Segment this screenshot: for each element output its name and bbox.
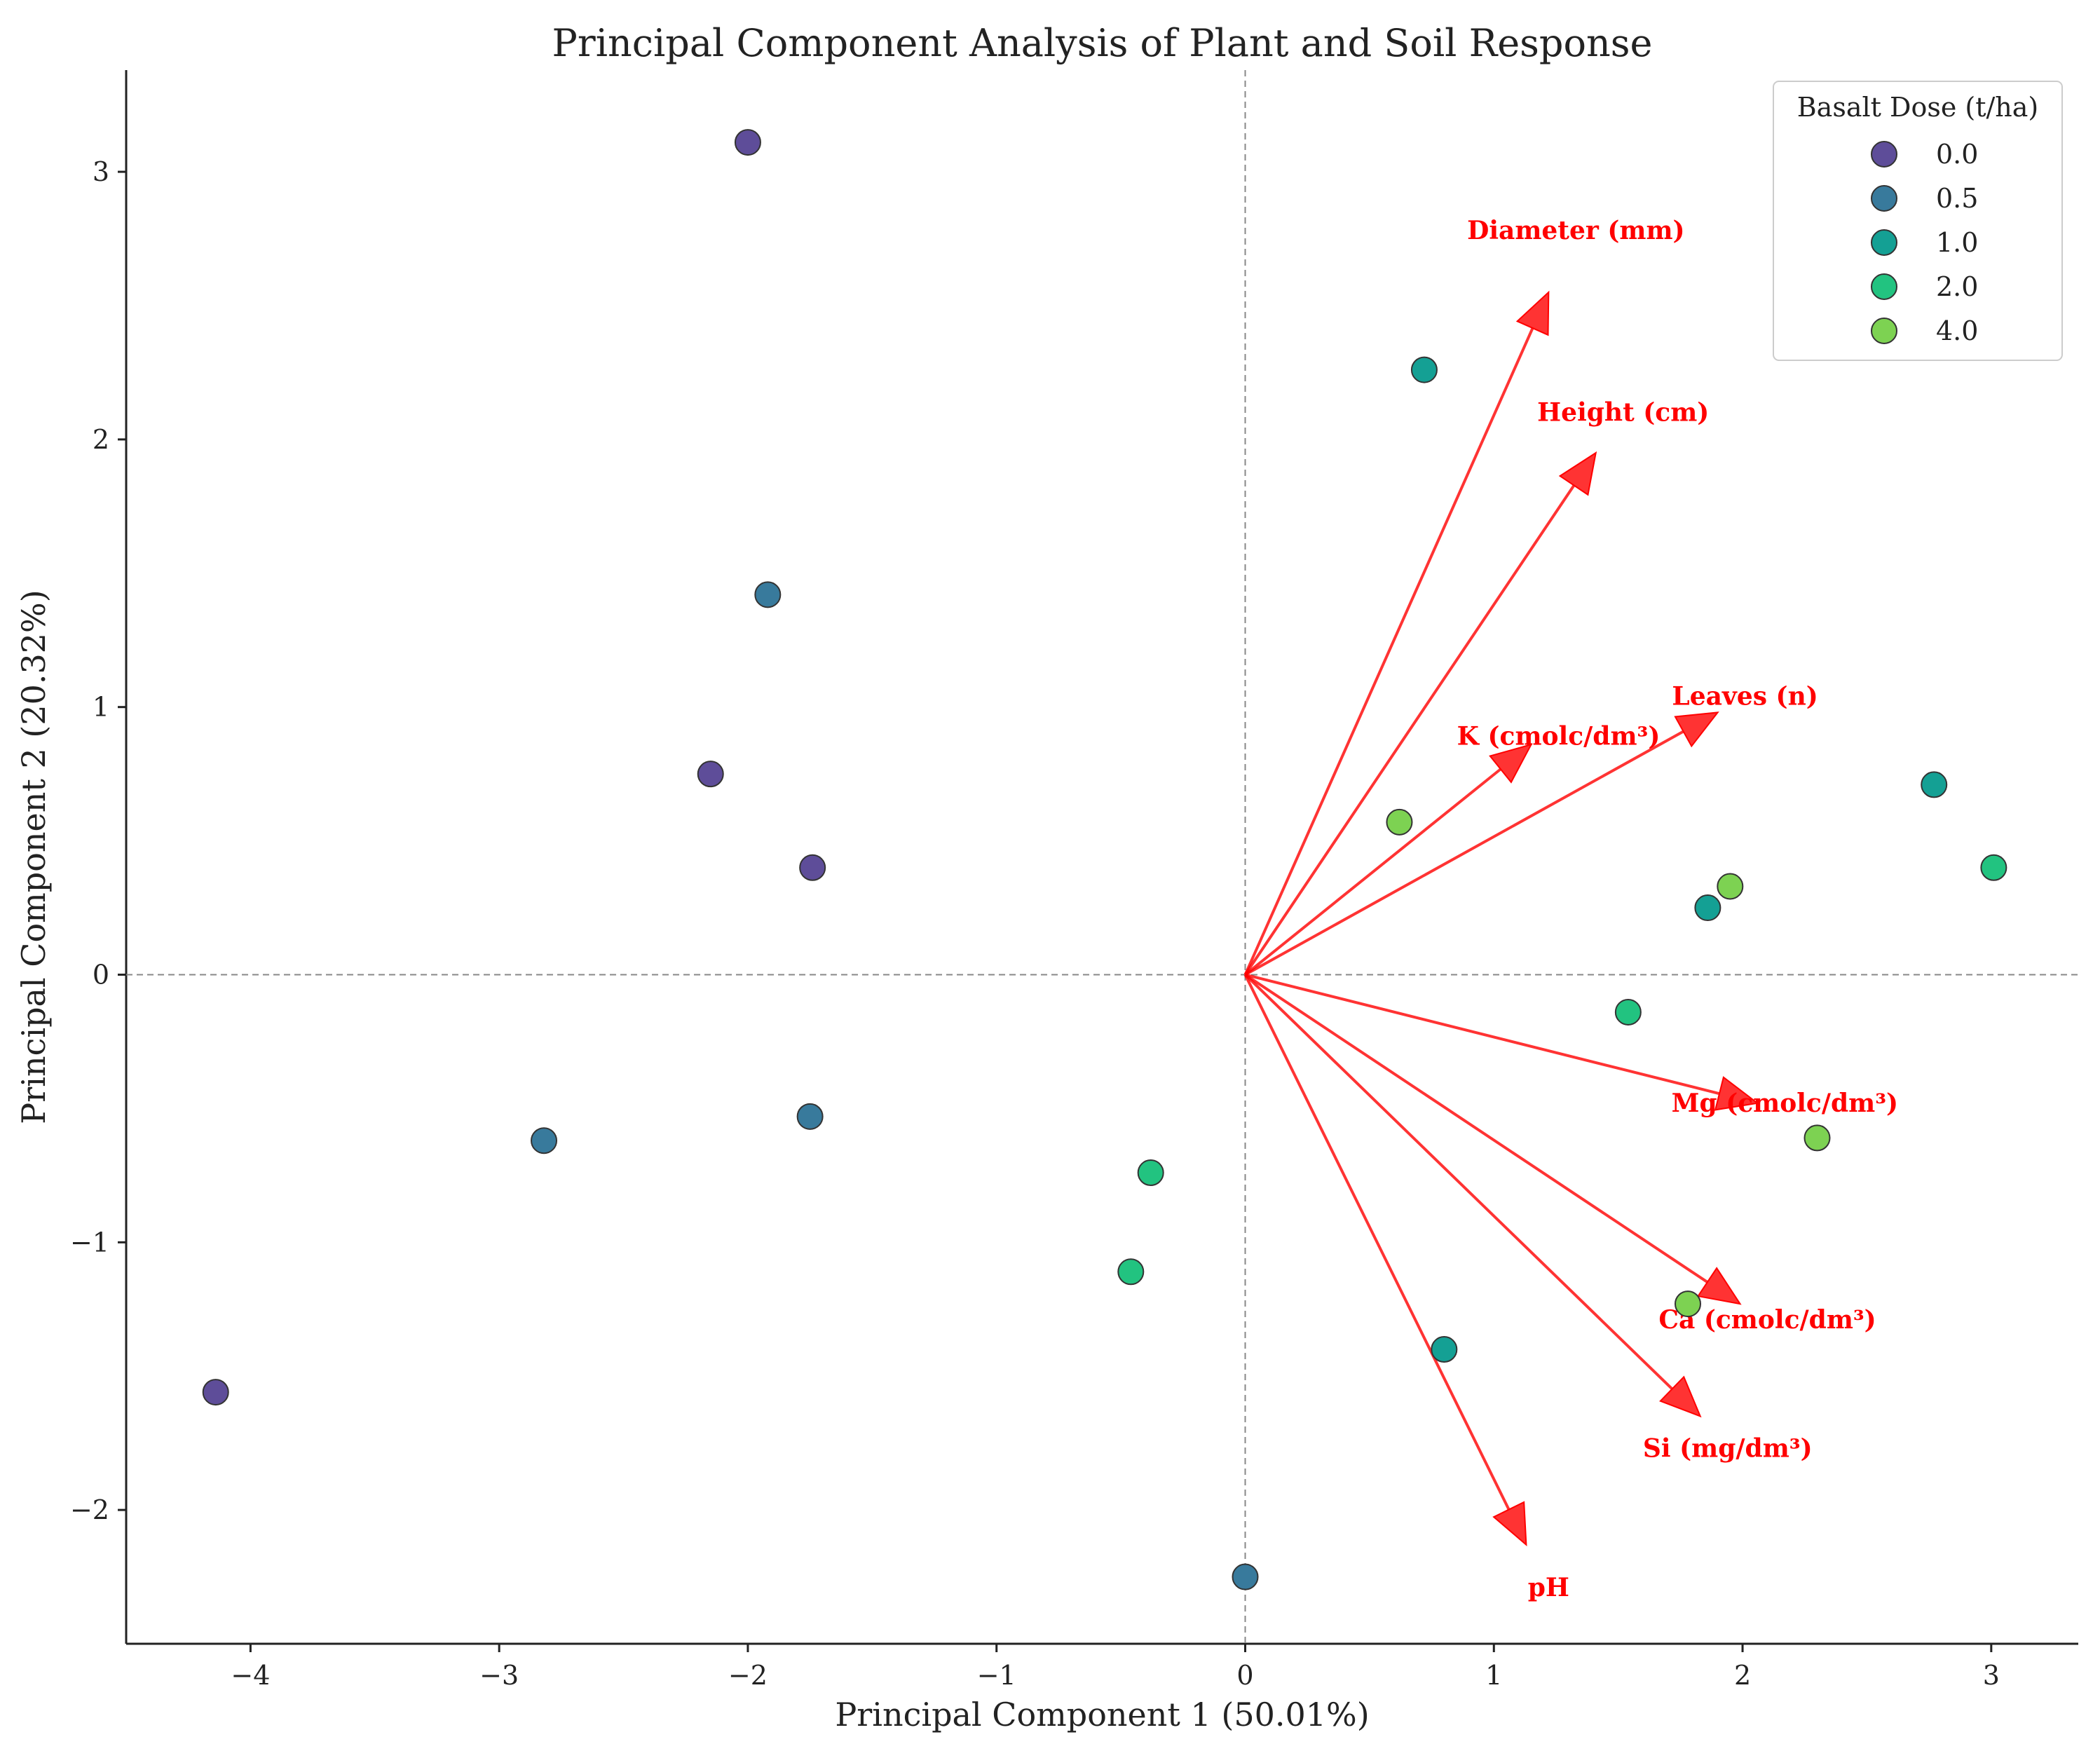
loading-arrow-head — [1558, 451, 1597, 496]
score-point-dose-1.0 — [1921, 771, 1948, 798]
score-point-dose-0.5 — [1232, 1563, 1259, 1590]
legend-frame — [1773, 81, 2063, 361]
y-tick-label: −1 — [70, 1227, 109, 1258]
score-point-dose-2.0 — [1137, 1159, 1164, 1187]
legend-label: 4.0 — [1936, 315, 1978, 346]
loading-arrow-line — [1244, 730, 1684, 976]
score-point-dose-1.0 — [1431, 1336, 1458, 1363]
x-axis-label: Principal Component 1 (50.01%) — [835, 1696, 1369, 1733]
legend-marker — [1871, 318, 1897, 344]
legend-entries: 0.0 0.5 1.0 2.0 4.0 — [1871, 139, 1978, 346]
score-point-dose-2.0 — [1980, 854, 2007, 881]
x-tick-label: −4 — [231, 1660, 270, 1691]
x-tick-label: −3 — [479, 1660, 519, 1691]
legend-marker — [1871, 185, 1897, 212]
loading-label: Height (cm) — [1537, 398, 1709, 428]
legend-marker — [1871, 229, 1897, 256]
legend-title: Basalt Dose (t/ha) — [1797, 92, 2039, 123]
score-point-dose-2.0 — [1614, 998, 1642, 1026]
legend-marker — [1871, 141, 1897, 168]
y-axis-label: Principal Component 2 (20.32%) — [15, 590, 53, 1124]
y-tick-label: 3 — [93, 156, 109, 187]
loading-arrow-line — [1244, 973, 1708, 1283]
loading-arrow-head — [1492, 1501, 1527, 1547]
loading-arrow-head — [1659, 1375, 1702, 1418]
legend-marker — [1871, 273, 1897, 300]
x-tick-label: 1 — [1485, 1660, 1502, 1691]
loading-label: K (cmolc/dm³) — [1457, 722, 1661, 751]
score-point-dose-0.5 — [796, 1103, 824, 1130]
score-point-dose-0.0 — [734, 129, 761, 156]
score-point-dose-0.5 — [531, 1127, 558, 1154]
score-point-dose-0.0 — [697, 761, 724, 788]
y-axis-ticks: −2 −1 0 1 2 3 — [70, 156, 126, 1525]
score-points — [202, 129, 2007, 1590]
score-point-dose-0.0 — [799, 854, 826, 881]
loading-label: Leaves (n) — [1672, 681, 1818, 711]
score-point-dose-4.0 — [1804, 1124, 1831, 1152]
loading-label: pH — [1528, 1573, 1569, 1602]
chart-title: Principal Component Analysis of Plant an… — [552, 21, 1653, 65]
score-point-dose-4.0 — [1386, 808, 1413, 836]
x-tick-label: −2 — [728, 1660, 768, 1691]
score-point-dose-1.0 — [1694, 894, 1721, 922]
y-tick-label: 0 — [93, 959, 109, 990]
x-axis-ticks: −4 −3 −2 −1 0 1 2 3 — [231, 1644, 2000, 1691]
loading-arrow-head — [1515, 290, 1550, 336]
loading-arrow-line — [1243, 327, 1534, 976]
x-tick-label: −1 — [977, 1660, 1016, 1691]
score-point-dose-1.0 — [1410, 356, 1438, 383]
loading-arrow-head — [1674, 711, 1719, 748]
y-tick-label: 1 — [93, 692, 109, 723]
loading-arrow-head — [1489, 743, 1533, 784]
loading-arrow-head — [1714, 1076, 1759, 1111]
loading-label: Si (mg/dm³) — [1643, 1433, 1813, 1463]
x-tick-label: 2 — [1734, 1660, 1751, 1691]
score-point-dose-0.5 — [754, 581, 782, 608]
loading-arrow-line — [1243, 974, 1511, 1511]
legend-label: 1.0 — [1936, 227, 1978, 258]
score-point-dose-4.0 — [1675, 1290, 1701, 1318]
legend: Basalt Dose (t/ha) 0.0 0.5 1.0 2.0 4.0 — [1773, 81, 2063, 361]
y-tick-label: −2 — [70, 1494, 109, 1525]
loading-arrow-line — [1244, 768, 1502, 976]
x-tick-label: 3 — [1983, 1660, 2000, 1691]
loading-arrow-line — [1243, 484, 1576, 976]
legend-label: 0.5 — [1936, 183, 1978, 214]
loading-label: Diameter (mm) — [1467, 216, 1685, 245]
score-point-dose-0.0 — [202, 1379, 229, 1406]
loading-vectors: Diameter (mm) Height (cm) Leaves (n) K (cmo… — [1243, 216, 1898, 1602]
score-point-dose-2.0 — [1117, 1258, 1145, 1286]
loading-arrow-line — [1245, 973, 1720, 1096]
x-tick-label: 0 — [1236, 1660, 1253, 1691]
loading-arrow-head — [1696, 1267, 1742, 1305]
loading-label: Mg (cmolc/dm³) — [1672, 1089, 1898, 1118]
loading-arrow-line — [1244, 974, 1673, 1390]
y-tick-label: 2 — [93, 424, 109, 455]
legend-label: 2.0 — [1936, 271, 1978, 302]
legend-label: 0.0 — [1936, 139, 1978, 170]
score-point-dose-4.0 — [1717, 873, 1744, 900]
